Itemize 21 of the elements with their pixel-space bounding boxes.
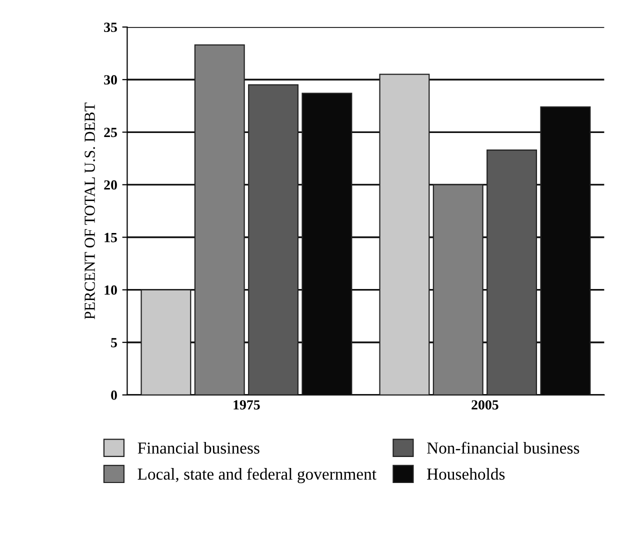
x-tick-label: 2005 — [472, 400, 498, 410]
legend-label: Local, state and federal government — [138, 468, 376, 484]
y-tick-label: 25 — [104, 128, 117, 138]
y-tick-label: 5 — [111, 338, 117, 348]
legend-label: Households — [427, 468, 505, 480]
y-axis-title: PERCENT OF TOTAL U.S. DEBT — [84, 102, 95, 320]
y-tick-label: 0 — [111, 390, 117, 400]
y-tick-label: 30 — [104, 75, 117, 85]
bar — [140, 289, 192, 395]
y-tick-label: 20 — [104, 180, 117, 190]
y-tick-label: 10 — [104, 285, 117, 295]
bar — [432, 184, 484, 395]
bar — [379, 74, 430, 395]
bar — [248, 84, 299, 395]
x-tick-label: 1975 — [234, 400, 260, 410]
legend-label: Non-financial business — [427, 442, 580, 454]
y-tick-label: 15 — [104, 232, 117, 242]
y-tick-label: 35 — [104, 22, 117, 32]
bar — [486, 149, 538, 395]
legend-label: Financial business — [138, 442, 260, 454]
bar — [194, 44, 245, 395]
